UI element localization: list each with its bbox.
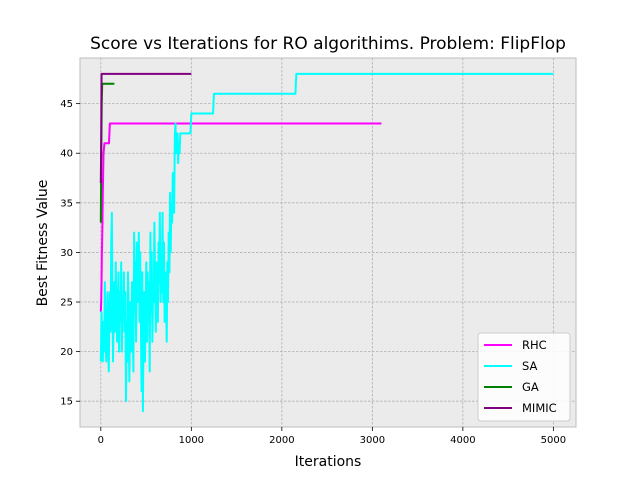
legend: RHC SA GA MIMIC [477, 332, 571, 422]
chart-title: Score vs Iterations for RO algorithims. … [90, 34, 566, 54]
legend-label: MIMIC [522, 401, 557, 415]
y-tick-label: 30 [60, 248, 73, 259]
series-line-sa [99, 72, 554, 413]
series-line-mimic [99, 72, 192, 183]
y-axis-label: Best Fitness Value [35, 180, 51, 307]
axis-ticks: 0 1000 2000 3000 4000 5000 15 20 25 30 35 40 45 [60, 99, 566, 446]
legend-label: GA [522, 380, 539, 394]
y-tick-label: 15 [60, 397, 73, 408]
x-tick-label: 0 [98, 435, 104, 446]
y-tick-label: 45 [60, 99, 73, 110]
x-tick-label: 4000 [450, 435, 475, 446]
y-tick-label: 35 [60, 198, 73, 209]
x-tick-label: 3000 [360, 435, 385, 446]
legend-box [477, 332, 571, 422]
y-tick-label: 25 [60, 298, 73, 309]
legend-label: SA [522, 359, 538, 373]
x-tick-label: 1000 [179, 435, 204, 446]
legend-label: RHC [522, 338, 547, 352]
y-tick-label: 40 [60, 149, 73, 160]
y-tick-label: 20 [60, 347, 73, 358]
x-axis-label: Iterations [295, 454, 362, 470]
x-tick-label: 2000 [269, 435, 294, 446]
series-lines [99, 72, 554, 413]
series-line-rhc [99, 122, 382, 312]
x-tick-label: 5000 [541, 435, 566, 446]
